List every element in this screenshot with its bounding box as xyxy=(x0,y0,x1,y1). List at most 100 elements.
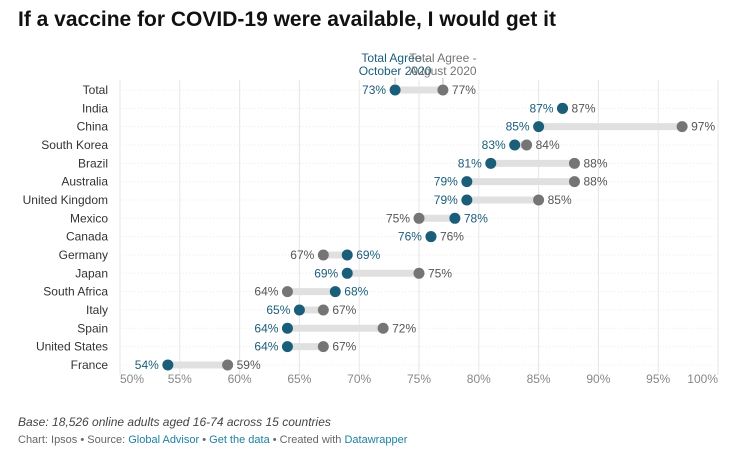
dot-october xyxy=(341,267,353,279)
value-label-october: 65% xyxy=(266,303,290,317)
category-label: United Kingdom xyxy=(23,193,108,207)
dot-october xyxy=(281,322,293,334)
value-label-august: 59% xyxy=(237,358,261,372)
category-label: France xyxy=(71,358,109,372)
legend-october: Total Agree - xyxy=(361,51,428,65)
dot-october xyxy=(461,194,473,206)
dot-october xyxy=(557,102,569,114)
category-label: China xyxy=(77,120,109,134)
value-label-august: 64% xyxy=(254,285,278,299)
label-layer: Total 73% 77% India 87% 87% China 85% 97% South K… xyxy=(23,83,716,372)
category-label: Germany xyxy=(59,248,108,262)
grid-layer: 50% 55% 60% 65% 70% 75% 80% 85% 90% 95% 100% xyxy=(119,80,719,386)
dot-august xyxy=(437,84,449,96)
dot-august xyxy=(568,176,580,188)
source-link[interactable]: Global Advisor xyxy=(128,434,200,446)
x-tick-label: 80% xyxy=(467,372,491,386)
dot-october xyxy=(449,212,461,224)
value-label-october: 64% xyxy=(254,321,278,335)
value-label-october: 76% xyxy=(398,230,422,244)
value-label-october: 79% xyxy=(434,193,458,207)
dot-layer xyxy=(162,84,688,371)
x-tick-label: 90% xyxy=(586,372,610,386)
value-label-august: 75% xyxy=(428,266,452,280)
value-label-october: 85% xyxy=(506,120,530,134)
dot-october xyxy=(293,304,305,316)
value-label-august: 87% xyxy=(572,101,596,115)
value-label-august: 72% xyxy=(392,321,416,335)
value-label-august: 67% xyxy=(290,248,314,262)
value-label-october: 83% xyxy=(482,138,506,152)
x-tick-label: 85% xyxy=(527,372,551,386)
dot-october xyxy=(341,249,353,261)
value-label-october: 69% xyxy=(314,266,338,280)
x-tick-label: 70% xyxy=(347,372,371,386)
credits-created: • Created with xyxy=(269,434,345,446)
datawrapper-link[interactable]: Datawrapper xyxy=(344,434,408,446)
value-label-october: 73% xyxy=(362,83,386,97)
x-tick-label: 60% xyxy=(228,372,252,386)
value-label-august: 77% xyxy=(452,83,476,97)
category-label: Japan xyxy=(75,266,108,280)
category-label: Australia xyxy=(61,175,108,189)
chart-title: If a vaccine for COVID-19 were available… xyxy=(18,8,557,31)
category-label: South Africa xyxy=(43,285,108,299)
chart-credits: Chart: Ipsos • Source: Global Advisor • … xyxy=(18,434,407,446)
dot-october xyxy=(281,341,293,353)
get-data-link[interactable]: Get the data xyxy=(209,434,270,446)
value-label-october: 69% xyxy=(356,248,380,262)
dot-august xyxy=(568,157,580,169)
dot-october xyxy=(389,84,401,96)
x-tick-label: 95% xyxy=(646,372,670,386)
dot-august xyxy=(222,359,234,371)
x-tick-label: 100% xyxy=(687,372,718,386)
value-label-august: 84% xyxy=(536,138,560,152)
value-label-october: 54% xyxy=(135,358,159,372)
credits-prefix: Chart: Ipsos • Source: xyxy=(18,434,129,446)
category-label: United States xyxy=(36,340,108,354)
value-label-october: 81% xyxy=(458,156,482,170)
x-tick-label: 50% xyxy=(120,372,144,386)
x-tick-label: 55% xyxy=(168,372,192,386)
value-label-august: 67% xyxy=(332,340,356,354)
x-tick-label: 75% xyxy=(407,372,431,386)
value-label-august: 76% xyxy=(440,230,464,244)
chart-notes: Base: 18,526 online adults aged 16-74 ac… xyxy=(18,415,331,429)
range-bar-layer xyxy=(167,86,683,369)
dot-october xyxy=(329,286,341,298)
category-label: South Korea xyxy=(41,138,108,152)
dot-august xyxy=(317,249,329,261)
value-label-august: 88% xyxy=(583,156,607,170)
credits-separator: • xyxy=(199,434,210,446)
legend-august: Total Agree - xyxy=(409,51,476,65)
category-label: Canada xyxy=(66,230,108,244)
x-tick-label: 65% xyxy=(287,372,311,386)
dot-august xyxy=(317,304,329,316)
category-label: Mexico xyxy=(70,211,108,225)
value-label-august: 67% xyxy=(332,303,356,317)
dot-august xyxy=(281,286,293,298)
dot-august xyxy=(676,121,688,133)
dot-august xyxy=(413,212,425,224)
value-label-october: 78% xyxy=(464,211,488,225)
legend-august: August 2020 xyxy=(409,64,477,78)
legend-october: October 2020 xyxy=(359,64,432,78)
dot-october xyxy=(461,176,473,188)
value-label-august: 88% xyxy=(583,175,607,189)
category-label: Spain xyxy=(77,321,108,335)
dot-august xyxy=(317,341,329,353)
dot-october xyxy=(509,139,521,151)
dot-october xyxy=(533,121,545,133)
dot-october xyxy=(425,231,437,243)
value-label-october: 64% xyxy=(254,340,278,354)
value-label-october: 79% xyxy=(434,175,458,189)
dot-range-chart: 50% 55% 60% 65% 70% 75% 80% 85% 90% 95% 100% Total… xyxy=(23,51,719,386)
category-label: India xyxy=(82,101,108,115)
value-label-october: 87% xyxy=(529,101,553,115)
value-label-august: 85% xyxy=(548,193,572,207)
category-label: Italy xyxy=(86,303,108,317)
dot-august xyxy=(413,267,425,279)
category-label: Brazil xyxy=(78,156,108,170)
dot-october xyxy=(485,157,497,169)
